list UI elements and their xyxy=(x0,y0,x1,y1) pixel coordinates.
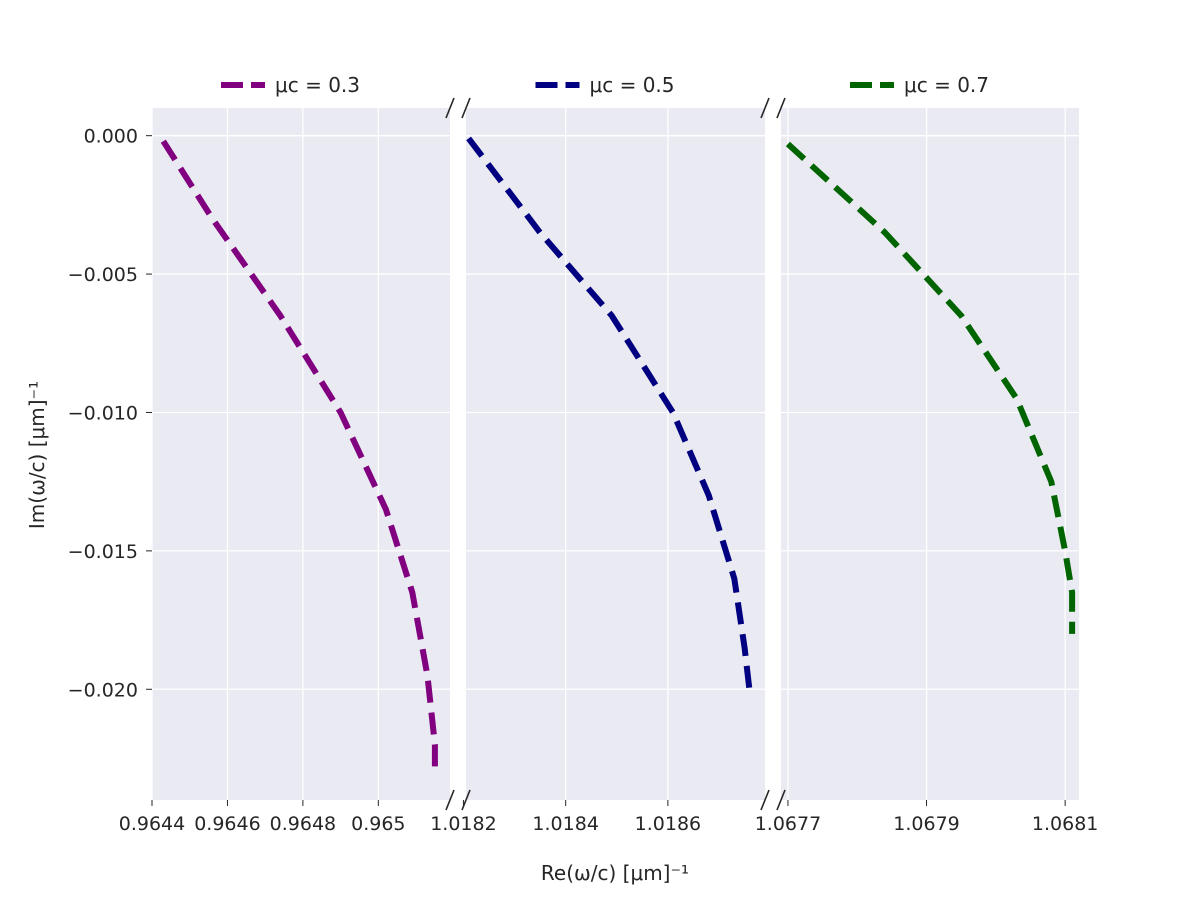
break-mark xyxy=(760,789,770,811)
break-mark xyxy=(776,97,786,119)
x-tick-label: 1.0677 xyxy=(755,813,821,835)
x-tick-label: 1.0681 xyxy=(1032,813,1098,835)
y-tick-label: 0.000 xyxy=(84,126,138,148)
x-tick-label: 0.9644 xyxy=(119,813,185,835)
break-mark xyxy=(445,789,455,811)
legend: μc = 0.3 μc = 0.5 μc = 0.7 xyxy=(221,73,989,97)
y-tick-label: −0.010 xyxy=(68,402,138,424)
x-tick-label: 1.0186 xyxy=(635,813,701,835)
break-mark xyxy=(461,789,471,811)
x-tick-label: 0.9648 xyxy=(270,813,336,835)
y-axis: 0.000 −0.005 −0.010 −0.015 −0.020 xyxy=(68,126,152,701)
y-axis-label: Im(ω/c) [μm]⁻¹ xyxy=(25,381,49,529)
x-tick-label: 0.9646 xyxy=(194,813,260,835)
panel-1: 0.9644 0.9646 0.9648 0.965 xyxy=(119,108,450,835)
legend-entry-2: μc = 0.5 xyxy=(535,73,675,97)
legend-entry-1: μc = 0.3 xyxy=(221,73,360,97)
panel-3: 1.0677 1.0679 1.0681 xyxy=(755,108,1098,835)
series-line-3 xyxy=(785,141,1076,634)
series-line-1 xyxy=(160,139,438,767)
break-mark xyxy=(776,789,786,811)
legend-label: μc = 0.3 xyxy=(275,73,360,97)
x-tick-label: 0.965 xyxy=(351,813,405,835)
legend-label: μc = 0.7 xyxy=(904,73,989,97)
chart-panels: 0.9644 0.9646 0.9648 0.965 1.0182 1.0184 1.018… xyxy=(119,108,1098,835)
axis-break-marks xyxy=(445,97,786,811)
series-line-2 xyxy=(466,136,753,693)
panel-background xyxy=(466,108,765,800)
x-tick-label: 1.0184 xyxy=(532,813,598,835)
panel-background xyxy=(152,108,450,800)
x-axis-label: Re(ω/c) [μm]⁻¹ xyxy=(541,861,689,885)
y-tick-label: −0.020 xyxy=(68,679,138,701)
y-tick-label: −0.015 xyxy=(68,541,138,563)
x-tick-label: 1.0182 xyxy=(430,813,496,835)
x-tick-label: 1.0679 xyxy=(893,813,959,835)
legend-entry-3: μc = 0.7 xyxy=(850,73,989,97)
break-mark xyxy=(760,97,770,119)
break-mark xyxy=(445,97,455,119)
legend-label: μc = 0.5 xyxy=(590,73,675,97)
break-mark xyxy=(461,97,471,119)
panel-background xyxy=(781,108,1079,800)
panel-2: 1.0182 1.0184 1.0186 xyxy=(430,108,765,835)
y-tick-label: −0.005 xyxy=(68,264,138,286)
